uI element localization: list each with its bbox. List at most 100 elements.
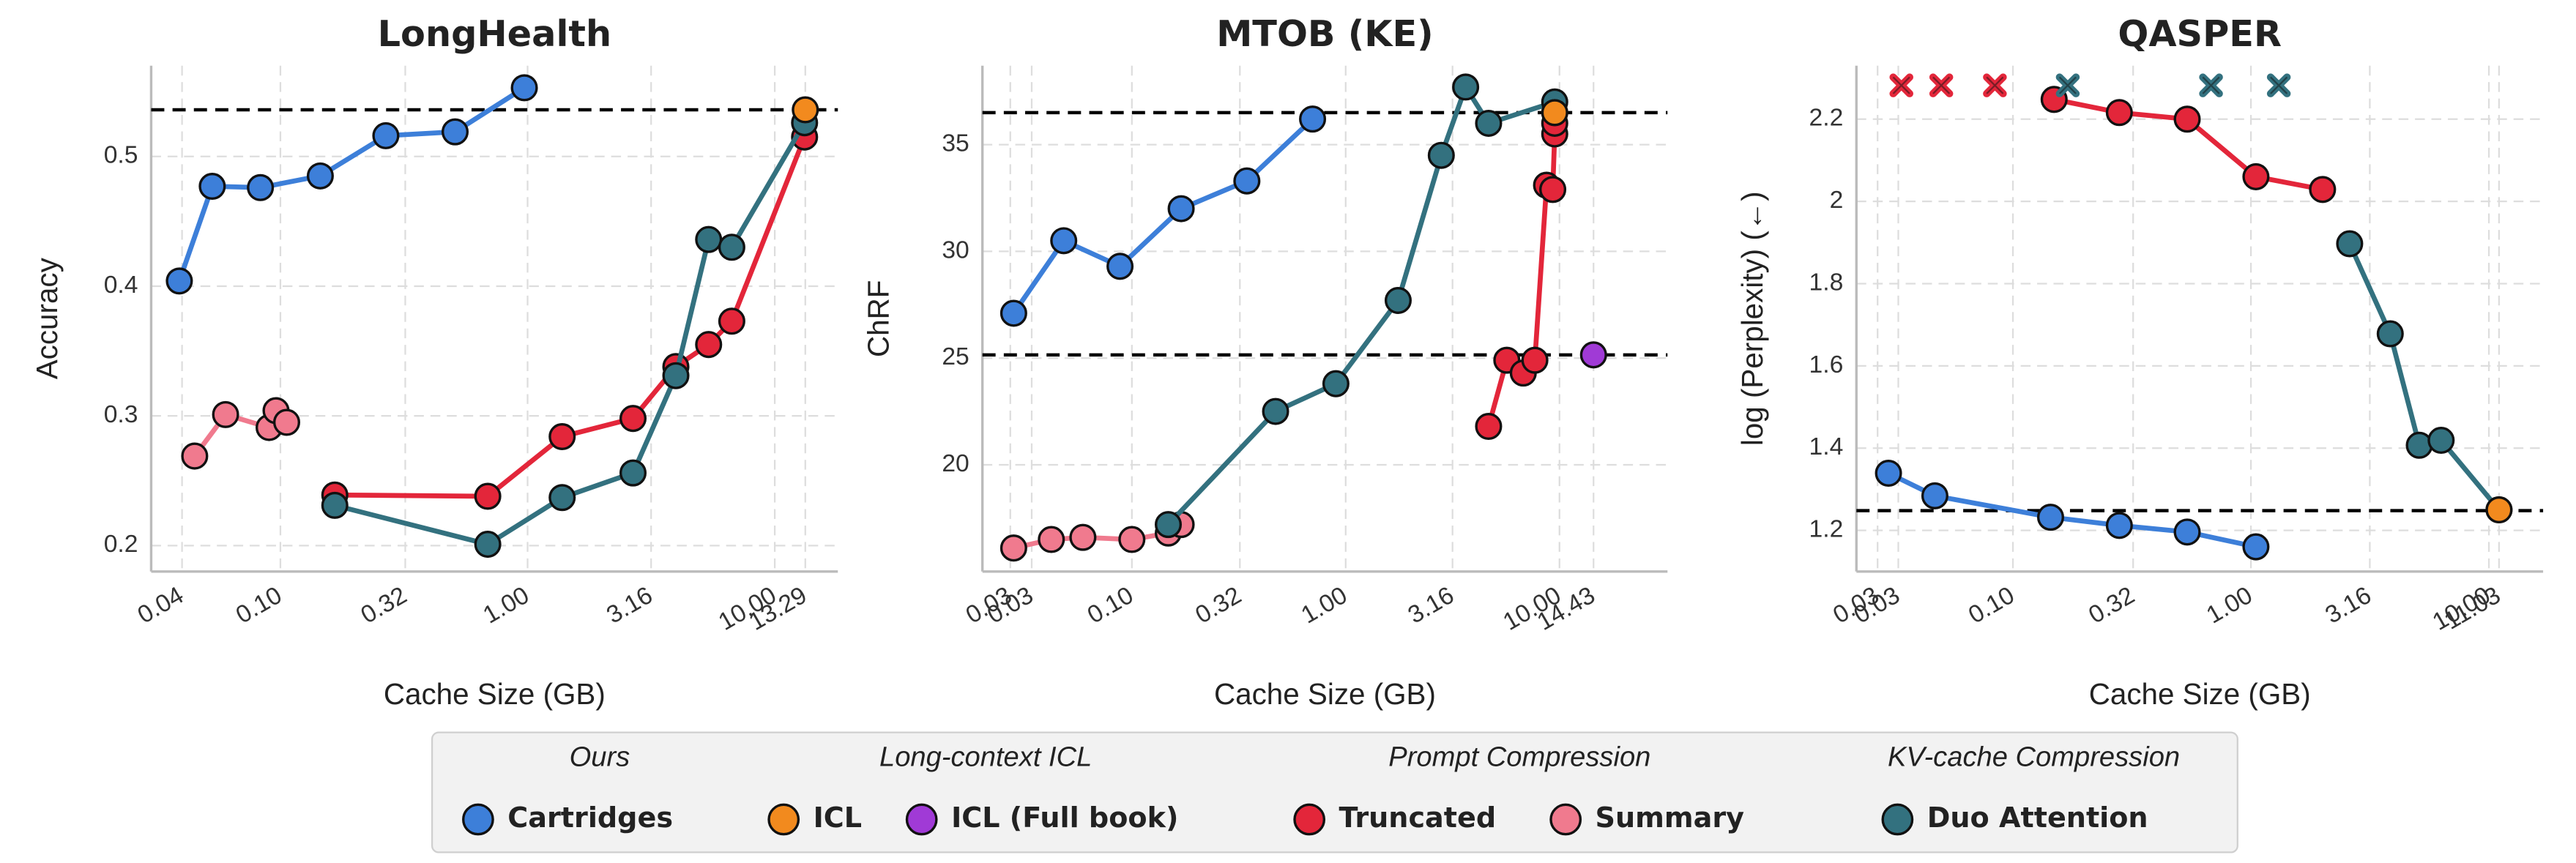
- data-point: [1427, 141, 1455, 169]
- y-tick-label: 30: [942, 236, 969, 264]
- data-point: [198, 173, 226, 201]
- data-point: [165, 267, 193, 295]
- series-line: [1011, 117, 1314, 315]
- y-tick-label: 20: [942, 450, 969, 477]
- data-point: [2036, 504, 2064, 531]
- data-point: [1050, 227, 1078, 255]
- legend-header: Prompt Compression: [1388, 741, 1650, 773]
- legend-box: [431, 731, 2238, 853]
- y-tick-label: 2: [1830, 187, 1844, 214]
- x-tick-label: 1.00: [2202, 582, 2257, 629]
- data-point: [1921, 482, 1948, 509]
- data-point: [181, 442, 209, 470]
- y-tick-label: 35: [942, 130, 969, 157]
- legend-label: Truncated: [1339, 802, 1497, 834]
- data-point: [2242, 533, 2270, 561]
- data-point: [2336, 230, 2364, 258]
- series-line: [1166, 81, 1556, 526]
- data-point: [619, 459, 647, 487]
- data-point: [247, 173, 275, 201]
- y-axis-label: ChRF: [861, 280, 895, 357]
- failed-marker-outline: [2058, 76, 2077, 94]
- data-point: [1299, 105, 1327, 133]
- y-axis-label: Accuracy: [30, 257, 64, 379]
- panel: 0.04 0.10 0.32 1.00 3.16 10.0013.290.20.30.40…: [30, 12, 838, 711]
- data-point: [619, 405, 647, 433]
- data-point: [2173, 518, 2201, 546]
- data-point: [662, 362, 690, 389]
- data-point: [2105, 512, 2133, 539]
- legend-label: ICL (Full book): [951, 802, 1178, 834]
- y-tick-label: 25: [942, 343, 969, 370]
- data-point: [474, 531, 502, 558]
- x-tick-label: 0.32: [1191, 582, 1246, 629]
- legend-label: Summary: [1596, 802, 1745, 834]
- x-tick-label: 0.10: [1083, 582, 1138, 629]
- legend-marker: [1549, 803, 1582, 836]
- y-tick-label: 0.5: [104, 142, 138, 169]
- y-tick-label: 1.8: [1809, 269, 1844, 296]
- data-point: [2427, 427, 2455, 455]
- x-axis-label: Cache Size (GB): [384, 677, 606, 711]
- panel: 0.030.03 0.10 0.32 1.00 3.16 10.0011.031.21.4…: [1735, 12, 2544, 711]
- legend-marker: [462, 803, 494, 836]
- x-tick-label: 1.00: [479, 582, 534, 629]
- data-point: [1069, 523, 1097, 551]
- data-point: [2376, 320, 2404, 348]
- legend-header: KV-cache Compression: [1888, 741, 2180, 773]
- y-tick-label: 0.4: [104, 272, 138, 299]
- data-point: [1541, 99, 1568, 127]
- y-tick-label: 0.3: [104, 401, 138, 428]
- data-point: [548, 484, 576, 512]
- failed-marker-outline: [1892, 76, 1910, 94]
- failed-marker-outline: [1932, 76, 1951, 94]
- data-point: [442, 118, 469, 146]
- data-point: [2242, 162, 2270, 190]
- data-point: [1038, 526, 1065, 553]
- failed-marker-outline: [2270, 76, 2288, 94]
- legend-label: ICL: [814, 802, 862, 834]
- data-point: [1475, 109, 1503, 137]
- data-point: [999, 534, 1027, 562]
- y-tick-label: 1.4: [1809, 433, 1844, 460]
- y-tick-label: 1.6: [1809, 351, 1844, 378]
- legend-label: Cartridges: [507, 802, 673, 834]
- y-tick-label: 1.2: [1809, 515, 1844, 542]
- y-axis-label: log (Perplexity) (←): [1735, 191, 1769, 446]
- data-point: [1539, 176, 1567, 203]
- x-tick-label: 3.16: [602, 582, 657, 629]
- data-point: [1521, 346, 1549, 374]
- x-tick-label: 0.04: [133, 582, 188, 629]
- data-point: [372, 122, 400, 149]
- legend-header: Ours: [570, 741, 630, 773]
- data-point: [1875, 459, 1902, 487]
- x-tick-label: 0.32: [2084, 582, 2139, 629]
- y-tick-label: 0.2: [104, 531, 138, 558]
- data-point: [1106, 253, 1134, 280]
- chart-title: MTOB (KE): [1216, 12, 1434, 55]
- data-point: [2485, 496, 2513, 524]
- data-point: [999, 299, 1027, 327]
- data-point: [1262, 397, 1289, 425]
- data-point: [1167, 195, 1195, 223]
- data-point: [2105, 99, 2133, 127]
- x-tick-label: 3.16: [1404, 582, 1459, 629]
- data-point: [718, 307, 745, 335]
- data-point: [321, 491, 349, 519]
- legend-header: Long-context ICL: [879, 741, 1092, 773]
- data-point: [695, 225, 723, 253]
- legend-label: Duo Attention: [1927, 802, 2148, 834]
- data-point: [1579, 341, 1607, 369]
- data-point: [272, 408, 301, 436]
- chart-title: QASPER: [2118, 12, 2282, 55]
- legend-marker: [1881, 803, 1914, 836]
- data-point: [548, 422, 576, 451]
- data-point: [695, 331, 723, 359]
- x-axis-label: Cache Size (GB): [1214, 677, 1436, 711]
- failed-marker-outline: [1986, 76, 2004, 94]
- data-point: [1233, 167, 1261, 195]
- data-point: [2173, 105, 2201, 133]
- x-axis-label: Cache Size (GB): [2089, 677, 2311, 711]
- data-point: [2309, 176, 2337, 203]
- data-point: [1475, 412, 1503, 441]
